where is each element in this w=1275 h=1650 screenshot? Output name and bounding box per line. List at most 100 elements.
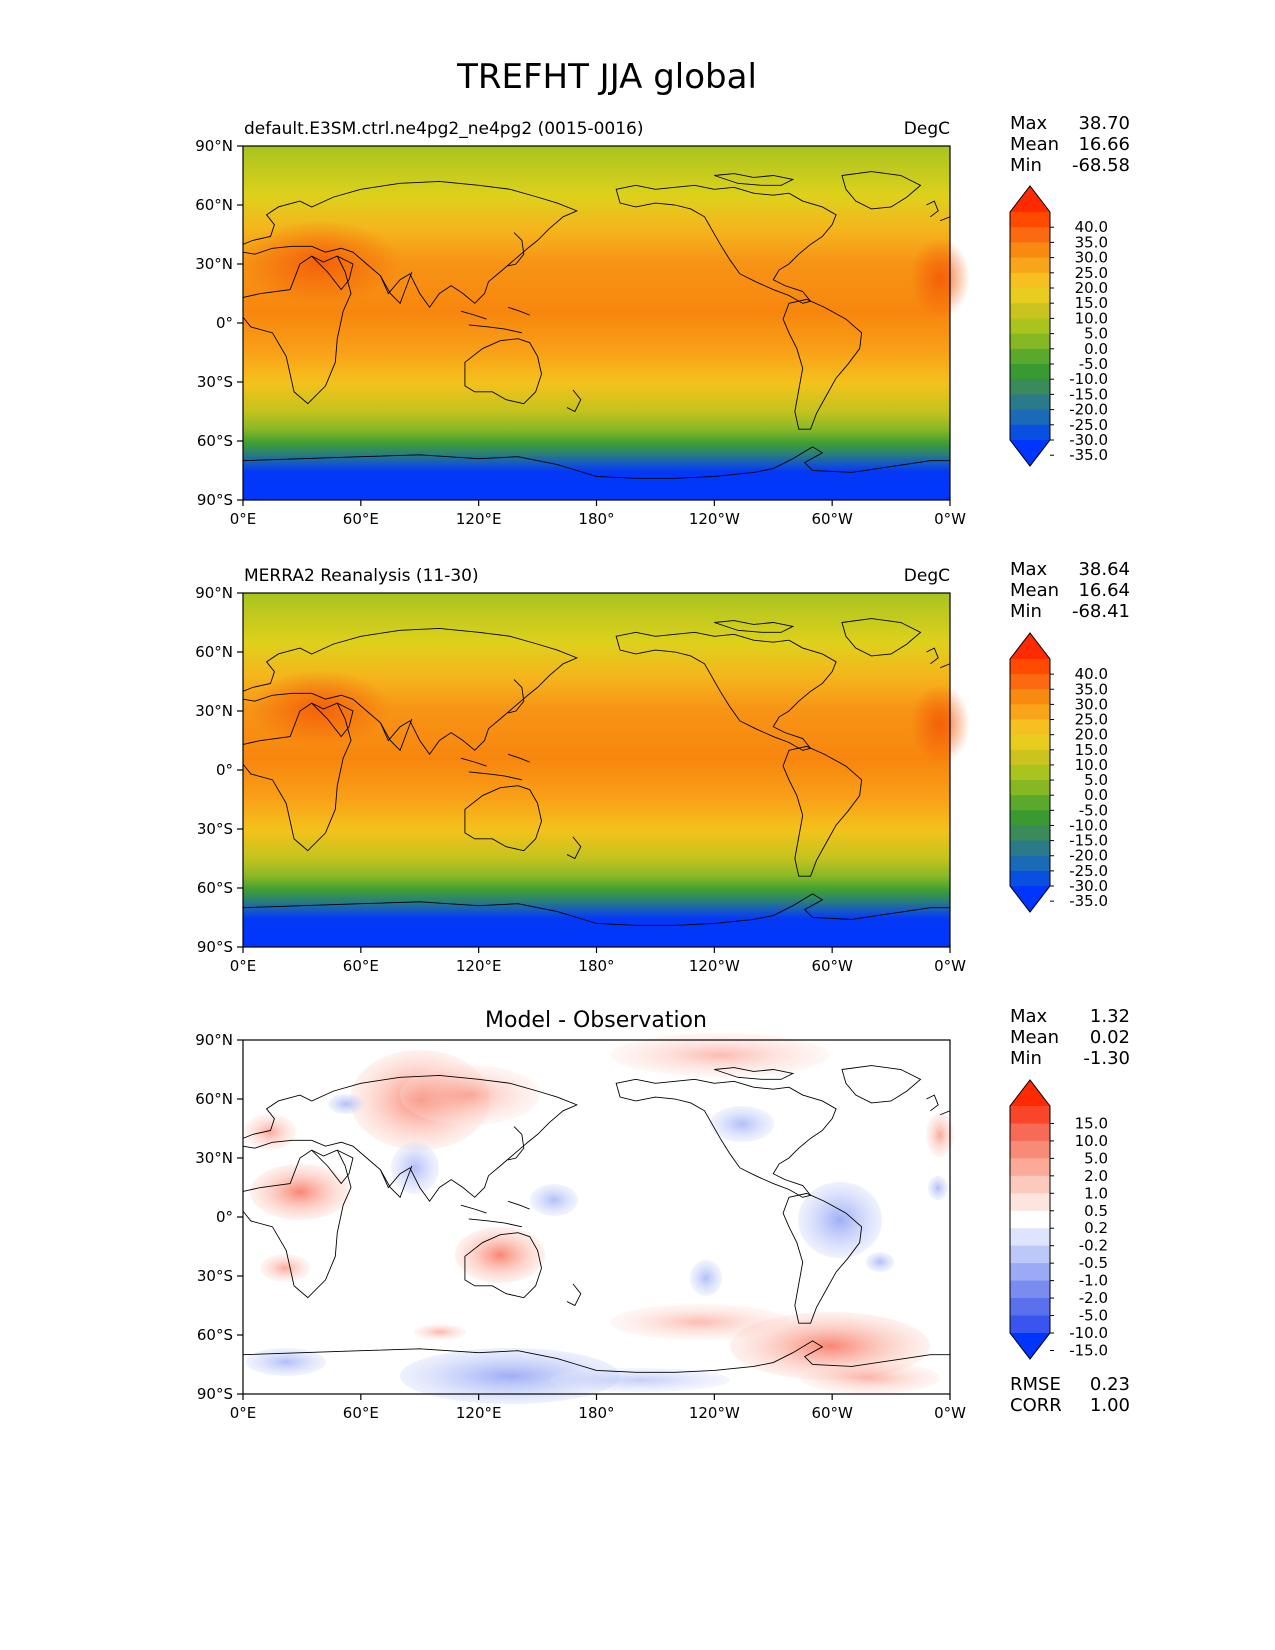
min-value: -68.58	[1072, 155, 1130, 176]
colorbar-segment	[1010, 424, 1050, 441]
map-field	[240, 146, 970, 500]
colorbar-segment	[1010, 704, 1050, 721]
lat-tick-label: 30°S	[197, 373, 233, 391]
rmse-label: RMSE	[1010, 1374, 1061, 1395]
colorbar-segment	[1010, 272, 1050, 289]
max-label: Max	[1010, 559, 1048, 580]
colorbar-segment	[1010, 674, 1050, 690]
min-value: -68.41	[1072, 601, 1130, 622]
colorbar-segment	[1010, 288, 1050, 304]
lon-tick-label: 180°	[578, 957, 614, 975]
colorbar-tick-label: 40.0	[1075, 665, 1108, 683]
colorbar-segment	[1010, 1298, 1050, 1317]
colorbar-segment	[1010, 719, 1050, 736]
lon-tick-label: 60°E	[343, 957, 379, 975]
colorbar-tick-label: -35.0	[1069, 446, 1108, 464]
lon-tick-label: 0°W	[934, 510, 966, 528]
lon-tick-label: 60°W	[811, 957, 853, 975]
lat-tick-label: 30°N	[195, 1149, 233, 1167]
colorbar-tick-label: 1.0	[1084, 1184, 1108, 1202]
colorbar-extend-max	[1010, 633, 1050, 659]
min-label: Min	[1010, 1048, 1042, 1069]
colorbar-segment	[1010, 1245, 1050, 1264]
lat-tick-label: 60°N	[195, 1090, 233, 1108]
colorbar-tick-label: -25.0	[1069, 862, 1108, 880]
colorbar-segment	[1010, 394, 1050, 411]
lat-axis: 90°N 60°N 30°N 0° 30°S 60°S 90°S	[195, 137, 243, 509]
colorbar-segment	[1010, 1158, 1050, 1177]
lon-tick-label: 120°E	[456, 957, 502, 975]
colorbar-tick-label: 5.0	[1084, 325, 1108, 343]
colorbar-tick-label: -10.0	[1069, 1324, 1108, 1342]
lon-axis: 0°E 60°E 120°E 180° 120°W 60°W 0°W	[230, 947, 966, 975]
colorbar-tick-label: -5.0	[1079, 355, 1108, 373]
lon-tick-label: 0°E	[230, 1404, 257, 1422]
panel-diff: Model - Observation	[195, 1006, 1130, 1422]
colorbar-segment	[1010, 333, 1050, 350]
panel-left-title: MERRA2 Reanalysis (11-30)	[244, 566, 479, 586]
colorbar-difference: 15.010.05.02.01.00.50.2-0.2-0.5-1.0-2.0-…	[1009, 1079, 1108, 1360]
colorbar-tick-label: 20.0	[1075, 279, 1108, 297]
lon-tick-label: 180°	[578, 510, 614, 528]
stats-block: Max 1.32 Mean 0.02 Min -1.30	[1010, 1006, 1130, 1069]
colorbar-tick-label: -15.0	[1069, 1341, 1108, 1359]
lat-tick-label: 60°S	[197, 1326, 233, 1344]
lat-tick-label: 60°S	[197, 879, 233, 897]
max-value: 38.70	[1078, 113, 1130, 134]
colorbar-tick-label: -10.0	[1069, 370, 1108, 388]
colorbar-segment	[1010, 1263, 1050, 1282]
lat-tick-label: 60°S	[197, 432, 233, 450]
colorbar-segment	[1010, 348, 1050, 365]
lon-tick-label: 60°W	[811, 1404, 853, 1422]
colorbar-segment	[1010, 1123, 1050, 1142]
colorbar-tick-label: 30.0	[1075, 695, 1108, 713]
lat-tick-label: 30°N	[195, 255, 233, 273]
colorbar-segment	[1010, 1106, 1050, 1125]
map-field	[243, 593, 970, 947]
colorbar-segment	[1010, 1315, 1050, 1334]
mean-value: 16.64	[1078, 580, 1130, 601]
colorbar-segment	[1010, 795, 1050, 811]
lat-tick-label: 30°S	[197, 1267, 233, 1285]
mean-label: Mean	[1010, 580, 1059, 601]
colorbar-segment	[1010, 1175, 1050, 1194]
colorbar-segment	[1010, 780, 1050, 796]
corr-label: CORR	[1010, 1395, 1062, 1416]
max-value: 1.32	[1090, 1006, 1130, 1027]
colorbar-segment	[1010, 764, 1050, 781]
min-value: -1.30	[1083, 1048, 1130, 1069]
panel-units: DegC	[904, 119, 950, 139]
lat-tick-label: 0°	[216, 1208, 233, 1226]
colorbar-extend-min	[1010, 1333, 1050, 1359]
metrics-block: RMSE 0.23 CORR 1.00	[1010, 1374, 1130, 1416]
colorbar-tick-label: 35.0	[1075, 680, 1108, 698]
lon-tick-label: 120°W	[689, 510, 740, 528]
lat-tick-label: 90°S	[197, 491, 233, 509]
colorbar-segment	[1010, 749, 1050, 766]
colorbar-tick-label: -0.2	[1079, 1237, 1108, 1255]
colorbar-tick-label: -5.0	[1079, 801, 1108, 819]
lon-tick-label: 120°W	[689, 1404, 740, 1422]
colorbar-segment	[1010, 810, 1050, 827]
colorbar-tick-label: 40.0	[1075, 218, 1108, 236]
colorbar-tick-label: 25.0	[1075, 264, 1108, 282]
colorbar-tick-label: 15.0	[1075, 741, 1108, 759]
colorbar-tick-label: -1.0	[1079, 1272, 1108, 1290]
lon-tick-label: 60°E	[343, 1404, 379, 1422]
colorbar-tick-label: -2.0	[1079, 1289, 1108, 1307]
colorbar-tick-label: 2.0	[1084, 1167, 1108, 1185]
max-label: Max	[1010, 1006, 1048, 1027]
colorbar-extend-max	[1010, 1080, 1050, 1106]
mean-value: 16.66	[1078, 134, 1130, 155]
colorbar-tick-label: 10.0	[1075, 756, 1108, 774]
colorbar-tick-label: 5.0	[1084, 771, 1108, 789]
lat-tick-label: 90°N	[195, 584, 233, 602]
colorbar-tick-label: 0.5	[1084, 1202, 1108, 1220]
panel-units: DegC	[904, 566, 950, 586]
colorbar-tick-label: 5.0	[1084, 1149, 1108, 1167]
colorbar-tick-label: 20.0	[1075, 726, 1108, 744]
panel-center-title: Model - Observation	[485, 1008, 707, 1033]
colorbar-tick-label: 25.0	[1075, 711, 1108, 729]
colorbar-extend-min	[1010, 440, 1050, 466]
